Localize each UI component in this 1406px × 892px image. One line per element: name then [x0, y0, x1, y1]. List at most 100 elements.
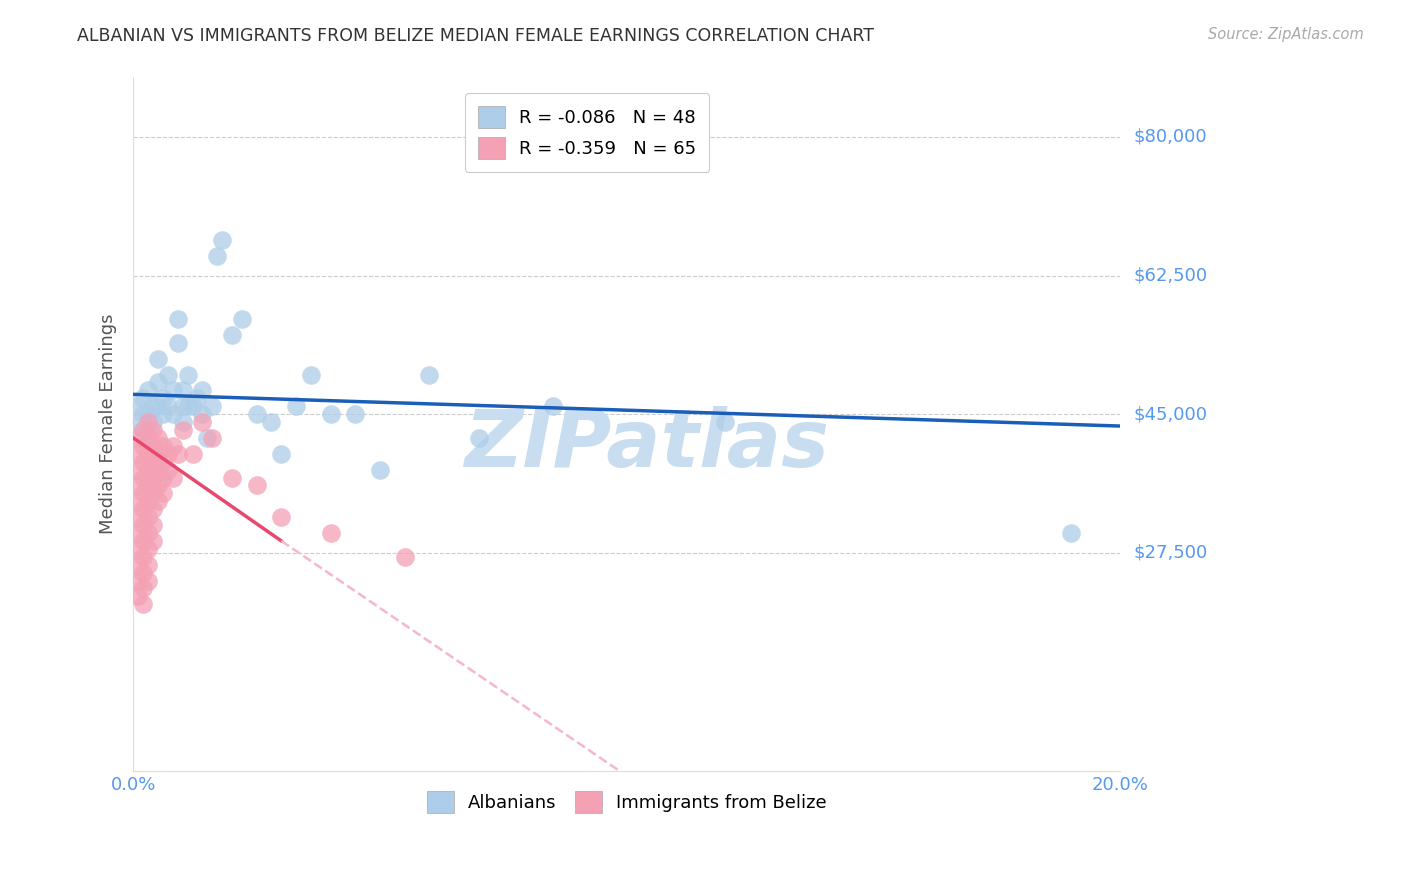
Point — [127, 494, 149, 508]
Point — [270, 447, 292, 461]
Point — [146, 462, 169, 476]
Text: $62,500: $62,500 — [1135, 267, 1208, 285]
Point — [127, 478, 149, 492]
Point — [270, 510, 292, 524]
Point — [127, 590, 149, 604]
Point — [136, 384, 159, 398]
Point — [246, 407, 269, 421]
Point — [142, 455, 165, 469]
Point — [172, 415, 194, 429]
Point — [132, 597, 155, 611]
Point — [319, 407, 342, 421]
Point — [136, 462, 159, 476]
Point — [166, 447, 188, 461]
Point — [127, 558, 149, 572]
Point — [714, 415, 737, 429]
Point — [127, 447, 149, 461]
Point — [136, 431, 159, 445]
Point — [156, 447, 179, 461]
Text: Source: ZipAtlas.com: Source: ZipAtlas.com — [1208, 27, 1364, 42]
Point — [246, 478, 269, 492]
Point — [142, 439, 165, 453]
Point — [319, 526, 342, 541]
Y-axis label: Median Female Earnings: Median Female Earnings — [100, 314, 117, 534]
Point — [127, 415, 149, 429]
Point — [172, 384, 194, 398]
Point — [152, 407, 174, 421]
Point — [146, 351, 169, 366]
Point — [162, 439, 184, 453]
Point — [394, 549, 416, 564]
Point — [221, 470, 243, 484]
Point — [344, 407, 367, 421]
Point — [146, 431, 169, 445]
Point — [146, 494, 169, 508]
Point — [132, 549, 155, 564]
Point — [132, 518, 155, 533]
Point — [221, 327, 243, 342]
Point — [132, 423, 155, 437]
Point — [136, 526, 159, 541]
Text: $80,000: $80,000 — [1135, 128, 1208, 146]
Point — [132, 392, 155, 406]
Point — [136, 510, 159, 524]
Point — [541, 399, 564, 413]
Text: $45,000: $45,000 — [1135, 405, 1208, 423]
Point — [176, 368, 198, 382]
Point — [162, 470, 184, 484]
Point — [127, 510, 149, 524]
Point — [136, 574, 159, 588]
Point — [146, 478, 169, 492]
Point — [136, 478, 159, 492]
Point — [136, 558, 159, 572]
Point — [172, 423, 194, 437]
Point — [152, 455, 174, 469]
Text: $27,500: $27,500 — [1135, 544, 1208, 562]
Point — [132, 533, 155, 548]
Point — [156, 462, 179, 476]
Point — [127, 399, 149, 413]
Point — [136, 541, 159, 556]
Point — [166, 312, 188, 326]
Point — [142, 486, 165, 500]
Point — [132, 407, 155, 421]
Point — [191, 407, 214, 421]
Point — [127, 541, 149, 556]
Point — [152, 439, 174, 453]
Point — [142, 423, 165, 437]
Point — [285, 399, 308, 413]
Point — [176, 399, 198, 413]
Point — [127, 526, 149, 541]
Point — [136, 494, 159, 508]
Point — [132, 423, 155, 437]
Text: ZIPatlas: ZIPatlas — [464, 406, 830, 483]
Point — [136, 447, 159, 461]
Point — [201, 431, 224, 445]
Point — [132, 470, 155, 484]
Point — [146, 376, 169, 390]
Point — [418, 368, 440, 382]
Point — [142, 502, 165, 516]
Point — [191, 384, 214, 398]
Point — [127, 574, 149, 588]
Point — [195, 431, 218, 445]
Point — [186, 392, 208, 406]
Point — [132, 455, 155, 469]
Point — [211, 233, 233, 247]
Point — [132, 439, 155, 453]
Point — [142, 533, 165, 548]
Point — [166, 335, 188, 350]
Point — [142, 470, 165, 484]
Point — [146, 399, 169, 413]
Point — [132, 566, 155, 580]
Point — [172, 399, 194, 413]
Point — [136, 415, 159, 429]
Point — [368, 462, 391, 476]
Point — [142, 415, 165, 429]
Point — [152, 470, 174, 484]
Point — [181, 447, 204, 461]
Point — [181, 399, 204, 413]
Point — [132, 582, 155, 596]
Point — [142, 399, 165, 413]
Point — [136, 407, 159, 421]
